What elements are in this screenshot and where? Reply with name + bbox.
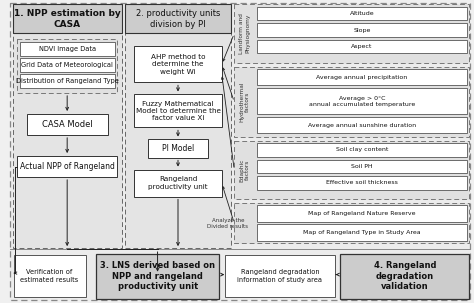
Text: Landform and
Physiognomy: Landform and Physiognomy <box>239 13 250 54</box>
Bar <box>96 254 219 299</box>
Bar <box>13 4 122 33</box>
Text: CASA Model: CASA Model <box>42 120 92 129</box>
Bar <box>257 69 466 85</box>
Text: PI Model: PI Model <box>162 144 194 153</box>
Text: Actual NPP of Rangeland: Actual NPP of Rangeland <box>20 162 115 171</box>
Bar <box>17 39 117 93</box>
Text: Map of Rangeland Type in Study Area: Map of Rangeland Type in Study Area <box>303 230 421 235</box>
Bar <box>134 95 222 128</box>
Text: Rangeland
productivity unit: Rangeland productivity unit <box>148 176 208 190</box>
Bar <box>19 58 115 72</box>
Bar <box>257 143 466 157</box>
Text: Aspect: Aspect <box>351 44 373 49</box>
Bar <box>125 4 231 248</box>
Bar <box>125 4 231 33</box>
Text: Verification of
estimated results: Verification of estimated results <box>20 269 79 283</box>
Text: Soil clay content: Soil clay content <box>336 147 388 152</box>
Text: Grid Data of Meteorological: Grid Data of Meteorological <box>21 62 113 68</box>
Bar <box>19 74 115 88</box>
Text: Average > 0°C
annual accumulated temperature: Average > 0°C annual accumulated tempera… <box>309 96 415 107</box>
Text: Distribution of Rangeland Type: Distribution of Rangeland Type <box>16 78 118 84</box>
Text: Edaphic
factors: Edaphic factors <box>239 158 250 182</box>
Text: 4. Rangeland
degradation
validation: 4. Rangeland degradation validation <box>374 261 436 291</box>
Text: Fuzzy Mathematical
Model to determine the
factor value Xi: Fuzzy Mathematical Model to determine th… <box>136 101 220 121</box>
Text: Soil PH: Soil PH <box>351 164 373 169</box>
Bar <box>257 160 466 173</box>
Text: Effective soil thickness: Effective soil thickness <box>326 180 398 185</box>
Bar <box>134 46 222 82</box>
Text: AHP method to
determine the
weight Wi: AHP method to determine the weight Wi <box>151 54 205 75</box>
Text: 1. NPP estimation by
CASA: 1. NPP estimation by CASA <box>14 9 120 28</box>
Bar <box>226 255 335 297</box>
Text: 2. productivity units
division by PI: 2. productivity units division by PI <box>136 9 220 28</box>
Bar <box>234 4 469 63</box>
Text: 3. LNS derived based on
NPP and rangeland
productivity unit: 3. LNS derived based on NPP and rangelan… <box>100 261 215 291</box>
Bar <box>257 40 466 53</box>
Bar <box>27 114 108 135</box>
Bar <box>257 176 466 190</box>
Text: Average annual precipitation: Average annual precipitation <box>316 75 408 80</box>
Text: Analyze the
Divided results: Analyze the Divided results <box>208 218 248 228</box>
Bar <box>257 7 466 20</box>
Bar <box>257 205 466 222</box>
Bar <box>234 203 469 243</box>
Bar <box>13 4 122 248</box>
Text: NDVI Image Data: NDVI Image Data <box>38 46 96 52</box>
Bar <box>13 255 85 297</box>
Bar <box>257 23 466 37</box>
Bar <box>340 254 469 299</box>
Text: Average annual sunshine duration: Average annual sunshine duration <box>308 123 416 128</box>
Text: Map of Rangeland Nature Reserve: Map of Rangeland Nature Reserve <box>308 211 416 216</box>
Bar <box>148 139 208 158</box>
Bar <box>234 141 469 199</box>
Bar <box>257 117 466 134</box>
Bar <box>134 169 222 197</box>
Bar <box>257 88 466 114</box>
Text: Slope: Slope <box>353 28 371 32</box>
Text: Hydrothermal
factors: Hydrothermal factors <box>239 82 250 122</box>
Bar <box>19 42 115 56</box>
Text: Altitude: Altitude <box>350 11 374 16</box>
Bar <box>234 67 469 137</box>
Bar <box>257 224 466 241</box>
Text: Rangeland degradation
information of study area: Rangeland degradation information of stu… <box>237 269 322 283</box>
Bar <box>17 156 117 177</box>
